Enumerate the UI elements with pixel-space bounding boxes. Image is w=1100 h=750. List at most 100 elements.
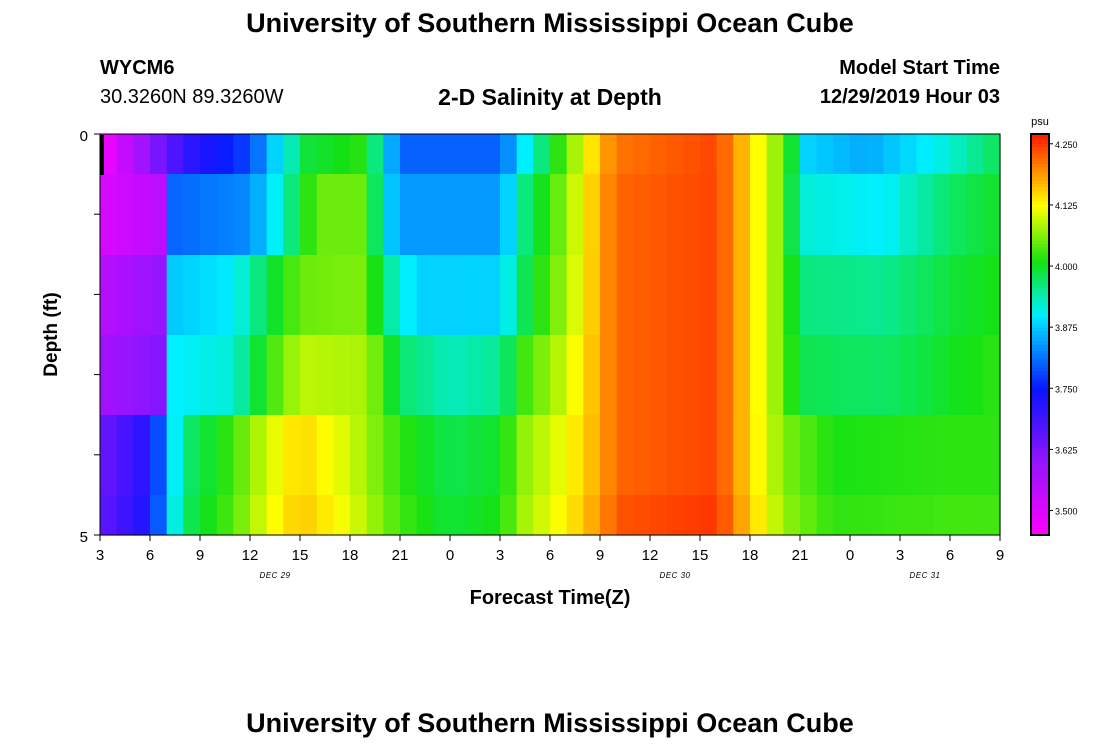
colorbar-segment bbox=[1031, 518, 1049, 523]
heatmap-cell bbox=[516, 495, 534, 536]
heatmap-cell bbox=[466, 495, 484, 536]
heatmap-cell bbox=[500, 134, 518, 175]
heatmap-cell bbox=[850, 335, 868, 416]
heatmap-cell bbox=[900, 495, 918, 536]
heatmap-cell bbox=[200, 335, 218, 416]
heatmap-cell bbox=[933, 415, 951, 496]
heatmap-cell bbox=[450, 174, 468, 256]
colorbar-segment bbox=[1031, 514, 1049, 519]
heatmap-cell bbox=[433, 495, 451, 536]
heatmap-cell bbox=[433, 255, 451, 336]
heatmap-cell bbox=[483, 134, 501, 175]
colorbar-segment bbox=[1031, 444, 1049, 449]
colorbar-segment bbox=[1031, 431, 1049, 436]
heatmap-cells bbox=[100, 134, 1001, 536]
model-start-marker bbox=[100, 135, 104, 175]
heatmap-cell bbox=[183, 495, 201, 536]
heatmap-cell bbox=[750, 255, 768, 336]
heatmap-cell bbox=[316, 495, 334, 536]
colorbar-segment bbox=[1031, 154, 1049, 158]
heatmap-cell bbox=[416, 134, 434, 175]
heatmap-cell bbox=[716, 335, 734, 416]
heatmap-cell bbox=[916, 415, 934, 496]
heatmap-cell bbox=[333, 495, 351, 536]
heatmap-cell bbox=[350, 335, 368, 416]
colorbar-segment bbox=[1031, 484, 1049, 489]
heatmap-cell bbox=[350, 255, 368, 336]
heatmap-cell bbox=[300, 415, 318, 496]
colorbar-segment bbox=[1031, 324, 1049, 329]
x-tick-label: 9 bbox=[996, 547, 1004, 564]
heatmap-cell bbox=[266, 495, 284, 536]
heatmap-cell bbox=[283, 255, 301, 336]
x-tick-label: 21 bbox=[792, 547, 809, 564]
colorbar-segment bbox=[1031, 147, 1049, 152]
colorbar-segment bbox=[1031, 140, 1049, 145]
heatmap-cell bbox=[233, 415, 251, 496]
heatmap-cell bbox=[266, 415, 284, 496]
heatmap-cell bbox=[716, 495, 734, 536]
heatmap-cell bbox=[683, 495, 701, 536]
heatmap-cell bbox=[483, 495, 501, 536]
heatmap-cell bbox=[783, 134, 801, 175]
colorbar-segment bbox=[1031, 274, 1049, 279]
model-start-value: 12/29/2019 Hour 03 bbox=[819, 86, 1000, 108]
day-label: DEC 30 bbox=[659, 571, 690, 580]
heatmap-cell bbox=[850, 174, 868, 256]
colorbar-segment bbox=[1031, 220, 1049, 225]
colorbar-segment bbox=[1031, 170, 1049, 175]
heatmap-cell bbox=[833, 134, 851, 175]
colorbar-segment bbox=[1031, 508, 1049, 513]
heatmap-cell bbox=[483, 335, 501, 416]
colorbar-segment bbox=[1031, 438, 1049, 443]
heatmap-cell bbox=[283, 495, 301, 536]
colorbar-segment bbox=[1031, 397, 1049, 402]
heatmap-cell bbox=[516, 415, 534, 496]
heatmap-cell bbox=[466, 174, 484, 256]
heatmap-cell bbox=[916, 134, 934, 175]
heatmap-cell bbox=[100, 255, 118, 336]
heatmap-cell bbox=[133, 174, 151, 256]
heatmap-cell bbox=[383, 134, 401, 175]
heatmap-cell bbox=[116, 134, 134, 175]
colorbar-segment bbox=[1031, 240, 1049, 245]
heatmap-cell bbox=[800, 335, 818, 416]
heatmap-cell bbox=[816, 415, 834, 496]
heatmap-cell bbox=[750, 174, 768, 256]
heatmap-cell bbox=[133, 255, 151, 336]
colorbar-tick-label: 3.625 bbox=[1055, 445, 1078, 455]
heatmap-cell bbox=[816, 495, 834, 536]
heatmap-cell bbox=[416, 495, 434, 536]
heatmap-cell bbox=[950, 174, 968, 256]
heatmap-cell bbox=[316, 255, 334, 336]
heatmap-cell bbox=[783, 415, 801, 496]
model-start-label: Model Start Time bbox=[839, 57, 1000, 79]
heatmap-cell bbox=[883, 174, 901, 256]
heatmap-cell bbox=[550, 415, 568, 496]
heatmap-cell bbox=[366, 255, 384, 336]
heatmap-cell bbox=[933, 134, 951, 175]
heatmap-cell bbox=[950, 134, 968, 175]
heatmap-cell bbox=[833, 174, 851, 256]
colorbar-segment bbox=[1031, 281, 1049, 285]
heatmap-cell bbox=[966, 335, 984, 416]
colorbar-segment bbox=[1031, 531, 1049, 536]
x-tick-label: 12 bbox=[642, 547, 659, 564]
heatmap-cell bbox=[250, 415, 268, 496]
heatmap-cell bbox=[400, 174, 418, 256]
x-tick-label: 3 bbox=[496, 547, 504, 564]
x-tick-label: 6 bbox=[146, 547, 154, 564]
colorbar-tick-label: 3.875 bbox=[1055, 323, 1078, 333]
colorbar-segment bbox=[1031, 448, 1049, 453]
heatmap-cell bbox=[950, 335, 968, 416]
x-tick-label: 18 bbox=[342, 547, 359, 564]
colorbar-segment bbox=[1031, 377, 1049, 382]
heatmap-cell bbox=[466, 255, 484, 336]
heatmap-cell bbox=[316, 415, 334, 496]
heatmap-cell bbox=[866, 174, 884, 256]
heatmap-cell bbox=[300, 134, 318, 175]
heatmap-cell bbox=[366, 174, 384, 256]
colorbar-segment bbox=[1031, 478, 1049, 483]
heatmap-cell bbox=[133, 415, 151, 496]
colorbar-segment bbox=[1031, 418, 1049, 422]
